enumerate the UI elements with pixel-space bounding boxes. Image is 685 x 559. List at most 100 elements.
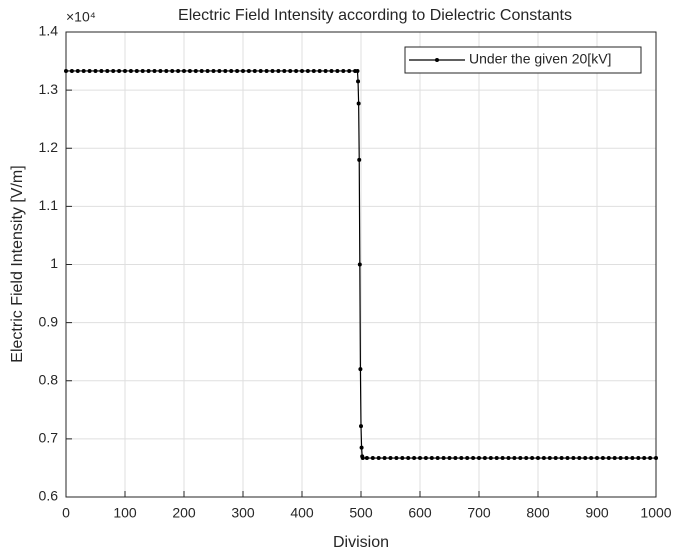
x-tick-label: 900 [585, 505, 609, 521]
data-point [376, 456, 381, 461]
data-point [435, 456, 440, 461]
data-point [547, 456, 552, 461]
data-point [134, 68, 139, 73]
data-point [648, 456, 653, 461]
x-tick-label: 1000 [640, 505, 671, 521]
data-point [356, 101, 361, 106]
legend-label: Under the given 20[kV] [469, 51, 611, 67]
data-point [146, 68, 151, 73]
data-point [359, 445, 364, 450]
data-point [577, 456, 582, 461]
data-point [341, 68, 346, 73]
x-tick-label: 800 [526, 505, 550, 521]
data-point [630, 456, 635, 461]
y-tick-label: 0.7 [39, 430, 59, 446]
data-point [252, 68, 257, 73]
data-point [300, 68, 304, 73]
y-tick-label: 0.6 [39, 488, 59, 504]
data-point [105, 68, 110, 73]
chart-title: Electric Field Intensity according to Di… [178, 7, 572, 24]
data-point [355, 68, 360, 73]
data-point [642, 456, 647, 461]
x-axis-label: Division [333, 534, 389, 551]
data-point [541, 456, 546, 461]
data-point [69, 68, 74, 73]
data-point [589, 456, 594, 461]
data-point [258, 68, 263, 73]
y-tick-label: 1.1 [39, 197, 59, 213]
y-tick-label: 1.4 [39, 23, 59, 39]
data-point [506, 456, 511, 461]
data-point [193, 68, 198, 73]
data-point [111, 68, 116, 73]
x-tick-label: 700 [467, 505, 491, 521]
data-point [223, 68, 228, 73]
data-point [488, 456, 493, 461]
data-point [447, 456, 452, 461]
data-point [282, 68, 287, 73]
y-axis-label: Electric Field Intensity [V/m] [9, 165, 26, 362]
data-point [294, 68, 299, 73]
data-point [565, 456, 570, 461]
y-tick-label: 1.3 [39, 81, 59, 97]
data-point [288, 68, 293, 73]
y-tick-label: 0.9 [39, 313, 59, 329]
data-point [329, 68, 334, 73]
data-point [595, 456, 599, 461]
data-point [158, 68, 163, 73]
data-point [518, 456, 523, 461]
data-point [453, 456, 458, 461]
data-point [182, 68, 186, 73]
data-point [187, 68, 192, 73]
x-tick-label: 0 [62, 505, 70, 521]
data-point [394, 456, 399, 461]
data-point [624, 456, 629, 461]
data-point [512, 456, 517, 461]
data-point [524, 456, 529, 461]
y-tick-label: 0.8 [39, 371, 59, 387]
data-point [477, 456, 481, 461]
data-point [471, 456, 476, 461]
data-point [654, 456, 658, 461]
data-point [229, 68, 234, 73]
data-point [140, 68, 145, 73]
data-point [305, 68, 310, 73]
x-tick-label: 400 [290, 505, 314, 521]
data-point [412, 456, 417, 461]
data-point [81, 68, 86, 73]
data-point [264, 68, 269, 73]
data-point [441, 456, 446, 461]
data-point [75, 68, 80, 73]
data-point [583, 456, 588, 461]
axes-box [65, 31, 657, 498]
data-point [170, 68, 175, 73]
data-point [482, 456, 487, 461]
data-point [571, 456, 576, 461]
data-point [612, 456, 617, 461]
data-point [406, 456, 411, 461]
data-point [500, 456, 505, 461]
data-point [117, 68, 122, 73]
data-point [418, 456, 422, 461]
data-point [199, 68, 204, 73]
data-point [335, 68, 340, 73]
data-point [87, 68, 92, 73]
data-point [357, 262, 362, 267]
data-point [423, 456, 428, 461]
data-point [618, 456, 623, 461]
legend-marker [435, 58, 439, 62]
data-point [323, 68, 328, 73]
data-point [241, 68, 245, 73]
x-tick-label: 100 [113, 505, 137, 521]
data-point [217, 68, 222, 73]
y-exponent: ×10⁴ [66, 9, 96, 25]
data-point [459, 456, 464, 461]
data-point [636, 456, 641, 461]
data-point [176, 68, 181, 73]
data-point [270, 68, 275, 73]
data-point [235, 68, 240, 73]
data-point [359, 424, 363, 429]
y-tick-label: 1 [50, 255, 58, 271]
data-point [276, 68, 281, 73]
